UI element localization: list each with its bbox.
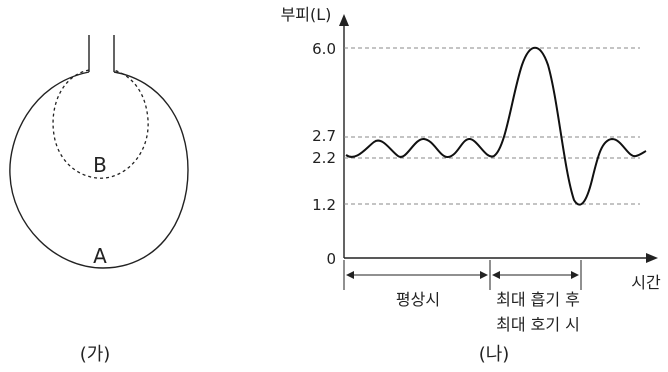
panel-label-ga: (가) bbox=[80, 344, 111, 365]
y-tick-1.2: 1.2 bbox=[312, 196, 336, 214]
y-axis-label: 부피(L) bbox=[281, 5, 332, 24]
arrowhead-normal-left bbox=[346, 271, 354, 279]
panel-label-na: (나) bbox=[479, 344, 510, 365]
y-tick-2.2: 2.2 bbox=[312, 149, 336, 167]
arrowhead-max-right bbox=[571, 271, 579, 279]
volume-curve bbox=[345, 46, 647, 206]
y-tick-0: 0 bbox=[326, 250, 336, 268]
x-axis-arrowhead bbox=[646, 253, 658, 263]
outer-vessel-A bbox=[9, 71, 189, 269]
y-tick-6.0: 6.0 bbox=[312, 40, 336, 58]
arrowhead-normal-right bbox=[480, 271, 488, 279]
volume-chart: 부피(L) 시간 6.0 2.7 2.2 1.2 0 평상시 최대 흡기 후 최… bbox=[281, 5, 661, 365]
inner-balloon-B bbox=[52, 69, 149, 179]
arrowhead-max-left bbox=[492, 271, 500, 279]
y-tick-2.7: 2.7 bbox=[312, 127, 336, 145]
y-axis-arrowhead bbox=[339, 14, 349, 26]
segment-label-max-line1: 최대 흡기 후 bbox=[496, 290, 580, 309]
outer-label-A: A bbox=[93, 244, 107, 268]
lung-model: B A (가) bbox=[9, 35, 189, 365]
x-axis-label: 시간 bbox=[631, 273, 661, 292]
segment-label-max-line2: 최대 호기 시 bbox=[496, 315, 580, 334]
segment-label-normal: 평상시 bbox=[396, 290, 440, 309]
inner-label-B: B bbox=[93, 153, 107, 177]
